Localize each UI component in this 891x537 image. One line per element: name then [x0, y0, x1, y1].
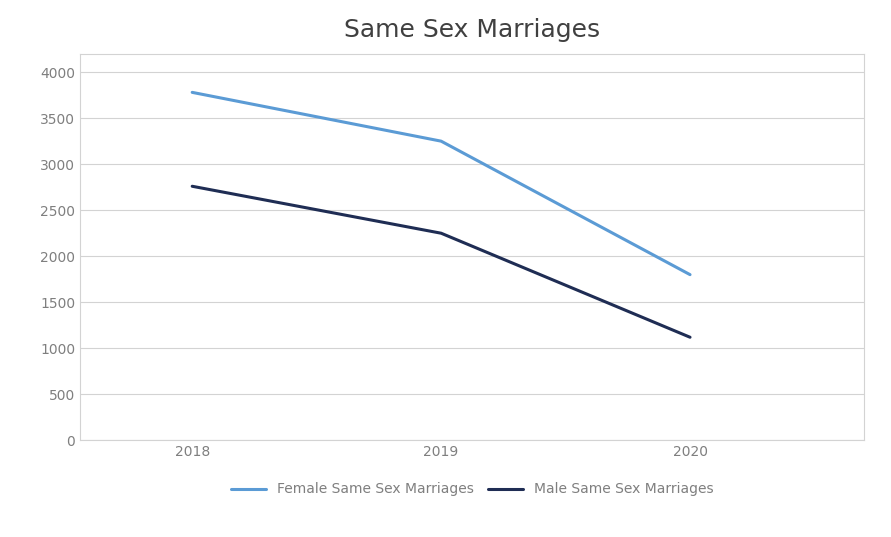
Male Same Sex Marriages — [436, 230, 446, 236]
Male Same Sex Marriages — [187, 183, 198, 190]
Female Same Sex Marriages — [187, 89, 198, 96]
Legend: Female Same Sex Marriages, Male Same Sex Marriages: Female Same Sex Marriages, Male Same Sex… — [225, 475, 720, 503]
Line: Female Same Sex Marriages: Female Same Sex Marriages — [192, 92, 690, 274]
Title: Same Sex Marriages: Same Sex Marriages — [344, 18, 601, 42]
Female Same Sex Marriages — [436, 138, 446, 144]
Line: Male Same Sex Marriages: Male Same Sex Marriages — [192, 186, 690, 337]
Female Same Sex Marriages — [684, 271, 695, 278]
Male Same Sex Marriages — [684, 334, 695, 340]
